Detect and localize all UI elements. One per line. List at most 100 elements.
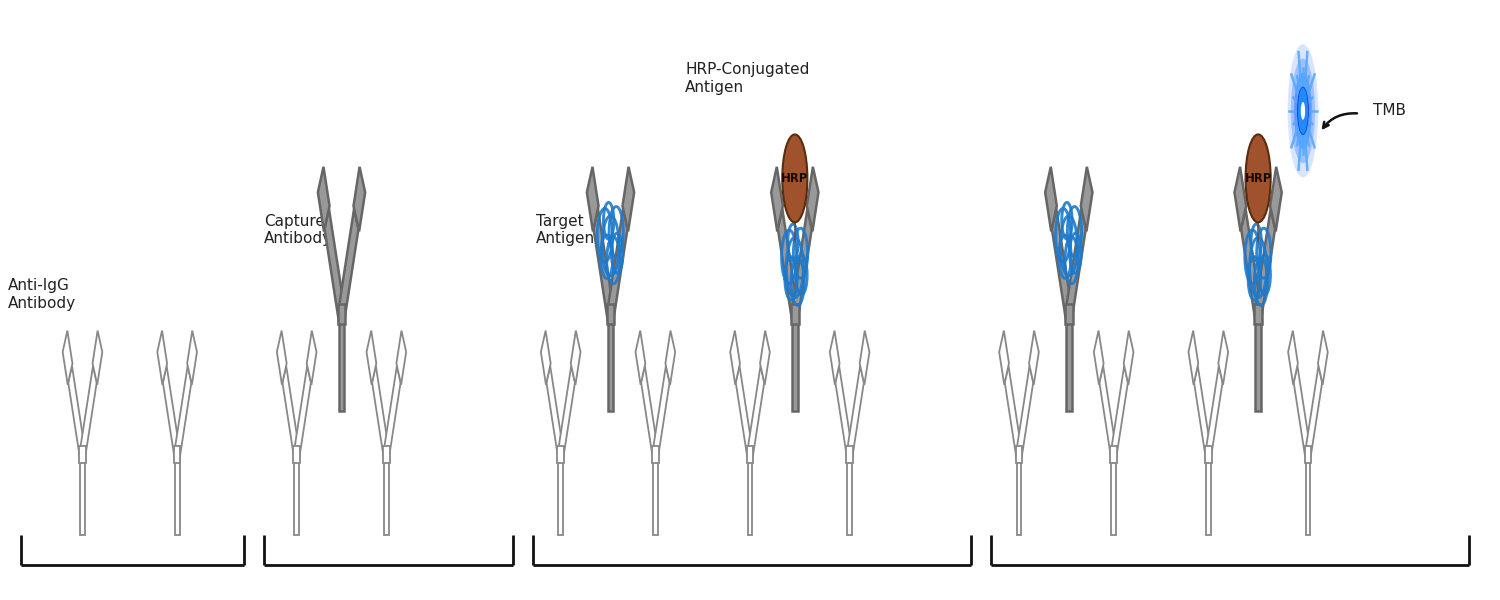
Polygon shape: [542, 331, 550, 385]
Text: Target
Antigen: Target Antigen: [536, 214, 596, 246]
Polygon shape: [830, 331, 840, 385]
Polygon shape: [1318, 331, 1328, 385]
Polygon shape: [1017, 365, 1034, 463]
Polygon shape: [1305, 454, 1311, 535]
Polygon shape: [1110, 446, 1118, 463]
Polygon shape: [1293, 365, 1310, 463]
Polygon shape: [306, 331, 316, 385]
Polygon shape: [558, 446, 564, 463]
Polygon shape: [622, 167, 634, 232]
Polygon shape: [396, 331, 406, 385]
Polygon shape: [1188, 331, 1198, 385]
Text: Anti-IgG
Antibody: Anti-IgG Antibody: [8, 278, 76, 311]
Polygon shape: [666, 331, 675, 385]
Polygon shape: [1017, 454, 1022, 535]
Polygon shape: [999, 331, 1010, 385]
Polygon shape: [1194, 365, 1210, 463]
Polygon shape: [382, 446, 390, 463]
Polygon shape: [366, 331, 376, 385]
Polygon shape: [747, 454, 753, 535]
Polygon shape: [174, 454, 180, 535]
Polygon shape: [1065, 304, 1072, 324]
Polygon shape: [1240, 209, 1260, 325]
Polygon shape: [652, 454, 658, 535]
Polygon shape: [1256, 314, 1262, 411]
Polygon shape: [847, 454, 852, 535]
Polygon shape: [63, 331, 72, 385]
Polygon shape: [652, 446, 658, 463]
Polygon shape: [80, 454, 86, 535]
Ellipse shape: [1300, 102, 1305, 120]
Ellipse shape: [1245, 134, 1270, 223]
Polygon shape: [164, 365, 178, 463]
Polygon shape: [792, 314, 798, 411]
Polygon shape: [1100, 365, 1116, 463]
Text: Capture
Antibody: Capture Antibody: [264, 214, 332, 246]
Polygon shape: [1112, 365, 1128, 463]
Ellipse shape: [1298, 87, 1308, 134]
Polygon shape: [1288, 331, 1298, 385]
Polygon shape: [324, 209, 344, 325]
Polygon shape: [606, 304, 615, 324]
Polygon shape: [339, 314, 345, 411]
Polygon shape: [1029, 331, 1039, 385]
Polygon shape: [278, 331, 286, 385]
Ellipse shape: [1292, 59, 1316, 163]
Polygon shape: [558, 454, 562, 535]
Polygon shape: [294, 454, 298, 535]
Polygon shape: [354, 167, 364, 232]
Polygon shape: [730, 331, 740, 385]
Polygon shape: [1254, 304, 1262, 324]
Polygon shape: [1016, 446, 1023, 463]
Polygon shape: [1005, 365, 1022, 463]
Polygon shape: [80, 446, 86, 463]
Polygon shape: [608, 314, 613, 411]
Text: HRP: HRP: [782, 172, 808, 185]
Polygon shape: [736, 365, 752, 463]
Polygon shape: [760, 331, 770, 385]
Polygon shape: [790, 304, 800, 324]
Ellipse shape: [1287, 44, 1318, 178]
Text: HRP-Conjugated
Antigen: HRP-Conjugated Antigen: [686, 62, 810, 95]
Polygon shape: [560, 365, 574, 463]
Polygon shape: [636, 331, 645, 385]
Polygon shape: [68, 365, 84, 463]
Polygon shape: [847, 365, 864, 463]
Polygon shape: [654, 365, 669, 463]
Text: HRP: HRP: [1245, 172, 1272, 185]
Polygon shape: [846, 446, 853, 463]
Polygon shape: [594, 209, 612, 325]
Polygon shape: [807, 167, 819, 232]
Polygon shape: [859, 331, 870, 385]
Polygon shape: [836, 365, 852, 463]
Polygon shape: [572, 331, 580, 385]
Ellipse shape: [1294, 73, 1311, 149]
Polygon shape: [1094, 331, 1104, 385]
Polygon shape: [294, 446, 300, 463]
Polygon shape: [1218, 331, 1228, 385]
Polygon shape: [1206, 365, 1222, 463]
Polygon shape: [282, 365, 298, 463]
Polygon shape: [771, 167, 783, 232]
Polygon shape: [176, 365, 192, 463]
Polygon shape: [1112, 454, 1116, 535]
Polygon shape: [296, 365, 310, 463]
Polygon shape: [546, 365, 562, 463]
Polygon shape: [609, 209, 627, 325]
Polygon shape: [384, 454, 388, 535]
Polygon shape: [188, 331, 196, 385]
Ellipse shape: [1298, 87, 1308, 134]
Polygon shape: [158, 331, 166, 385]
Polygon shape: [748, 365, 764, 463]
Polygon shape: [338, 304, 345, 324]
Polygon shape: [1052, 209, 1071, 325]
Polygon shape: [1256, 209, 1275, 325]
Polygon shape: [1124, 331, 1134, 385]
Text: TMB: TMB: [1372, 103, 1406, 118]
Polygon shape: [318, 167, 330, 232]
Polygon shape: [1066, 314, 1071, 411]
Polygon shape: [339, 209, 358, 325]
Ellipse shape: [783, 134, 807, 223]
Polygon shape: [81, 365, 96, 463]
Polygon shape: [778, 209, 796, 325]
